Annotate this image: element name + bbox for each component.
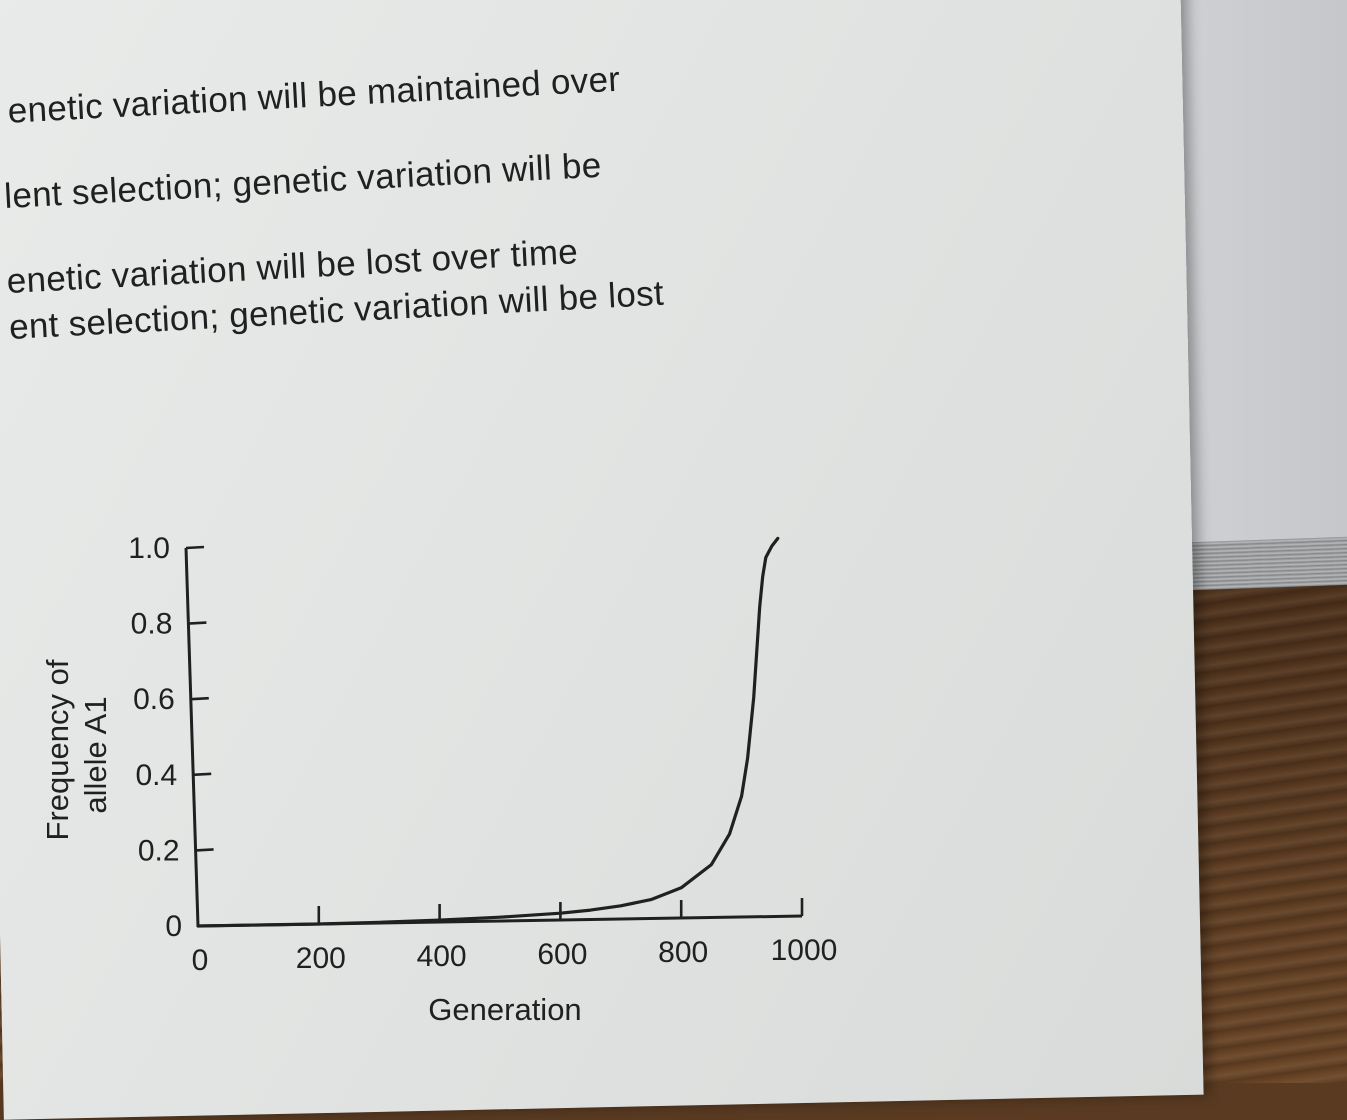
x-tick-label: 800	[658, 936, 708, 969]
y-tick-mark	[188, 621, 207, 625]
y-axis-title-line2: allele A1	[78, 696, 113, 813]
y-tick-mark	[190, 696, 209, 701]
x-tick-label: 0	[192, 944, 209, 977]
y-tick-mark	[193, 772, 212, 777]
allele-frequency-chart: 0 0.2 0.4 0.6 0.8 1.0 0 200 400 600 800 1000 Generat…	[40, 532, 837, 1027]
y-tick-mark	[195, 848, 214, 852]
x-axis-title: Generation	[428, 992, 581, 1027]
chart-plot-area: 0 0.2 0.4 0.6 0.8 1.0 0 200 400 600 800 1000 Generat…	[40, 532, 837, 1027]
y-tick-label: 1.0	[128, 532, 170, 565]
y-tick-label: 0.8	[131, 608, 173, 641]
y-tick-mark	[185, 545, 205, 550]
x-tick-label: 600	[537, 938, 587, 971]
y-tick-label: 0.2	[138, 834, 180, 867]
series-line-0	[196, 536, 780, 928]
y-axis-title-line1: Frequency of	[40, 659, 75, 840]
y-tick-label: 0	[165, 910, 182, 943]
x-tick-label: 400	[417, 940, 467, 973]
y-axis-line	[184, 547, 200, 927]
x-tick-label: 200	[296, 942, 346, 975]
x-tick-label: 1000	[771, 934, 838, 967]
y-tick-label: 0.4	[135, 759, 177, 792]
y-tick-label: 0.6	[133, 683, 175, 716]
